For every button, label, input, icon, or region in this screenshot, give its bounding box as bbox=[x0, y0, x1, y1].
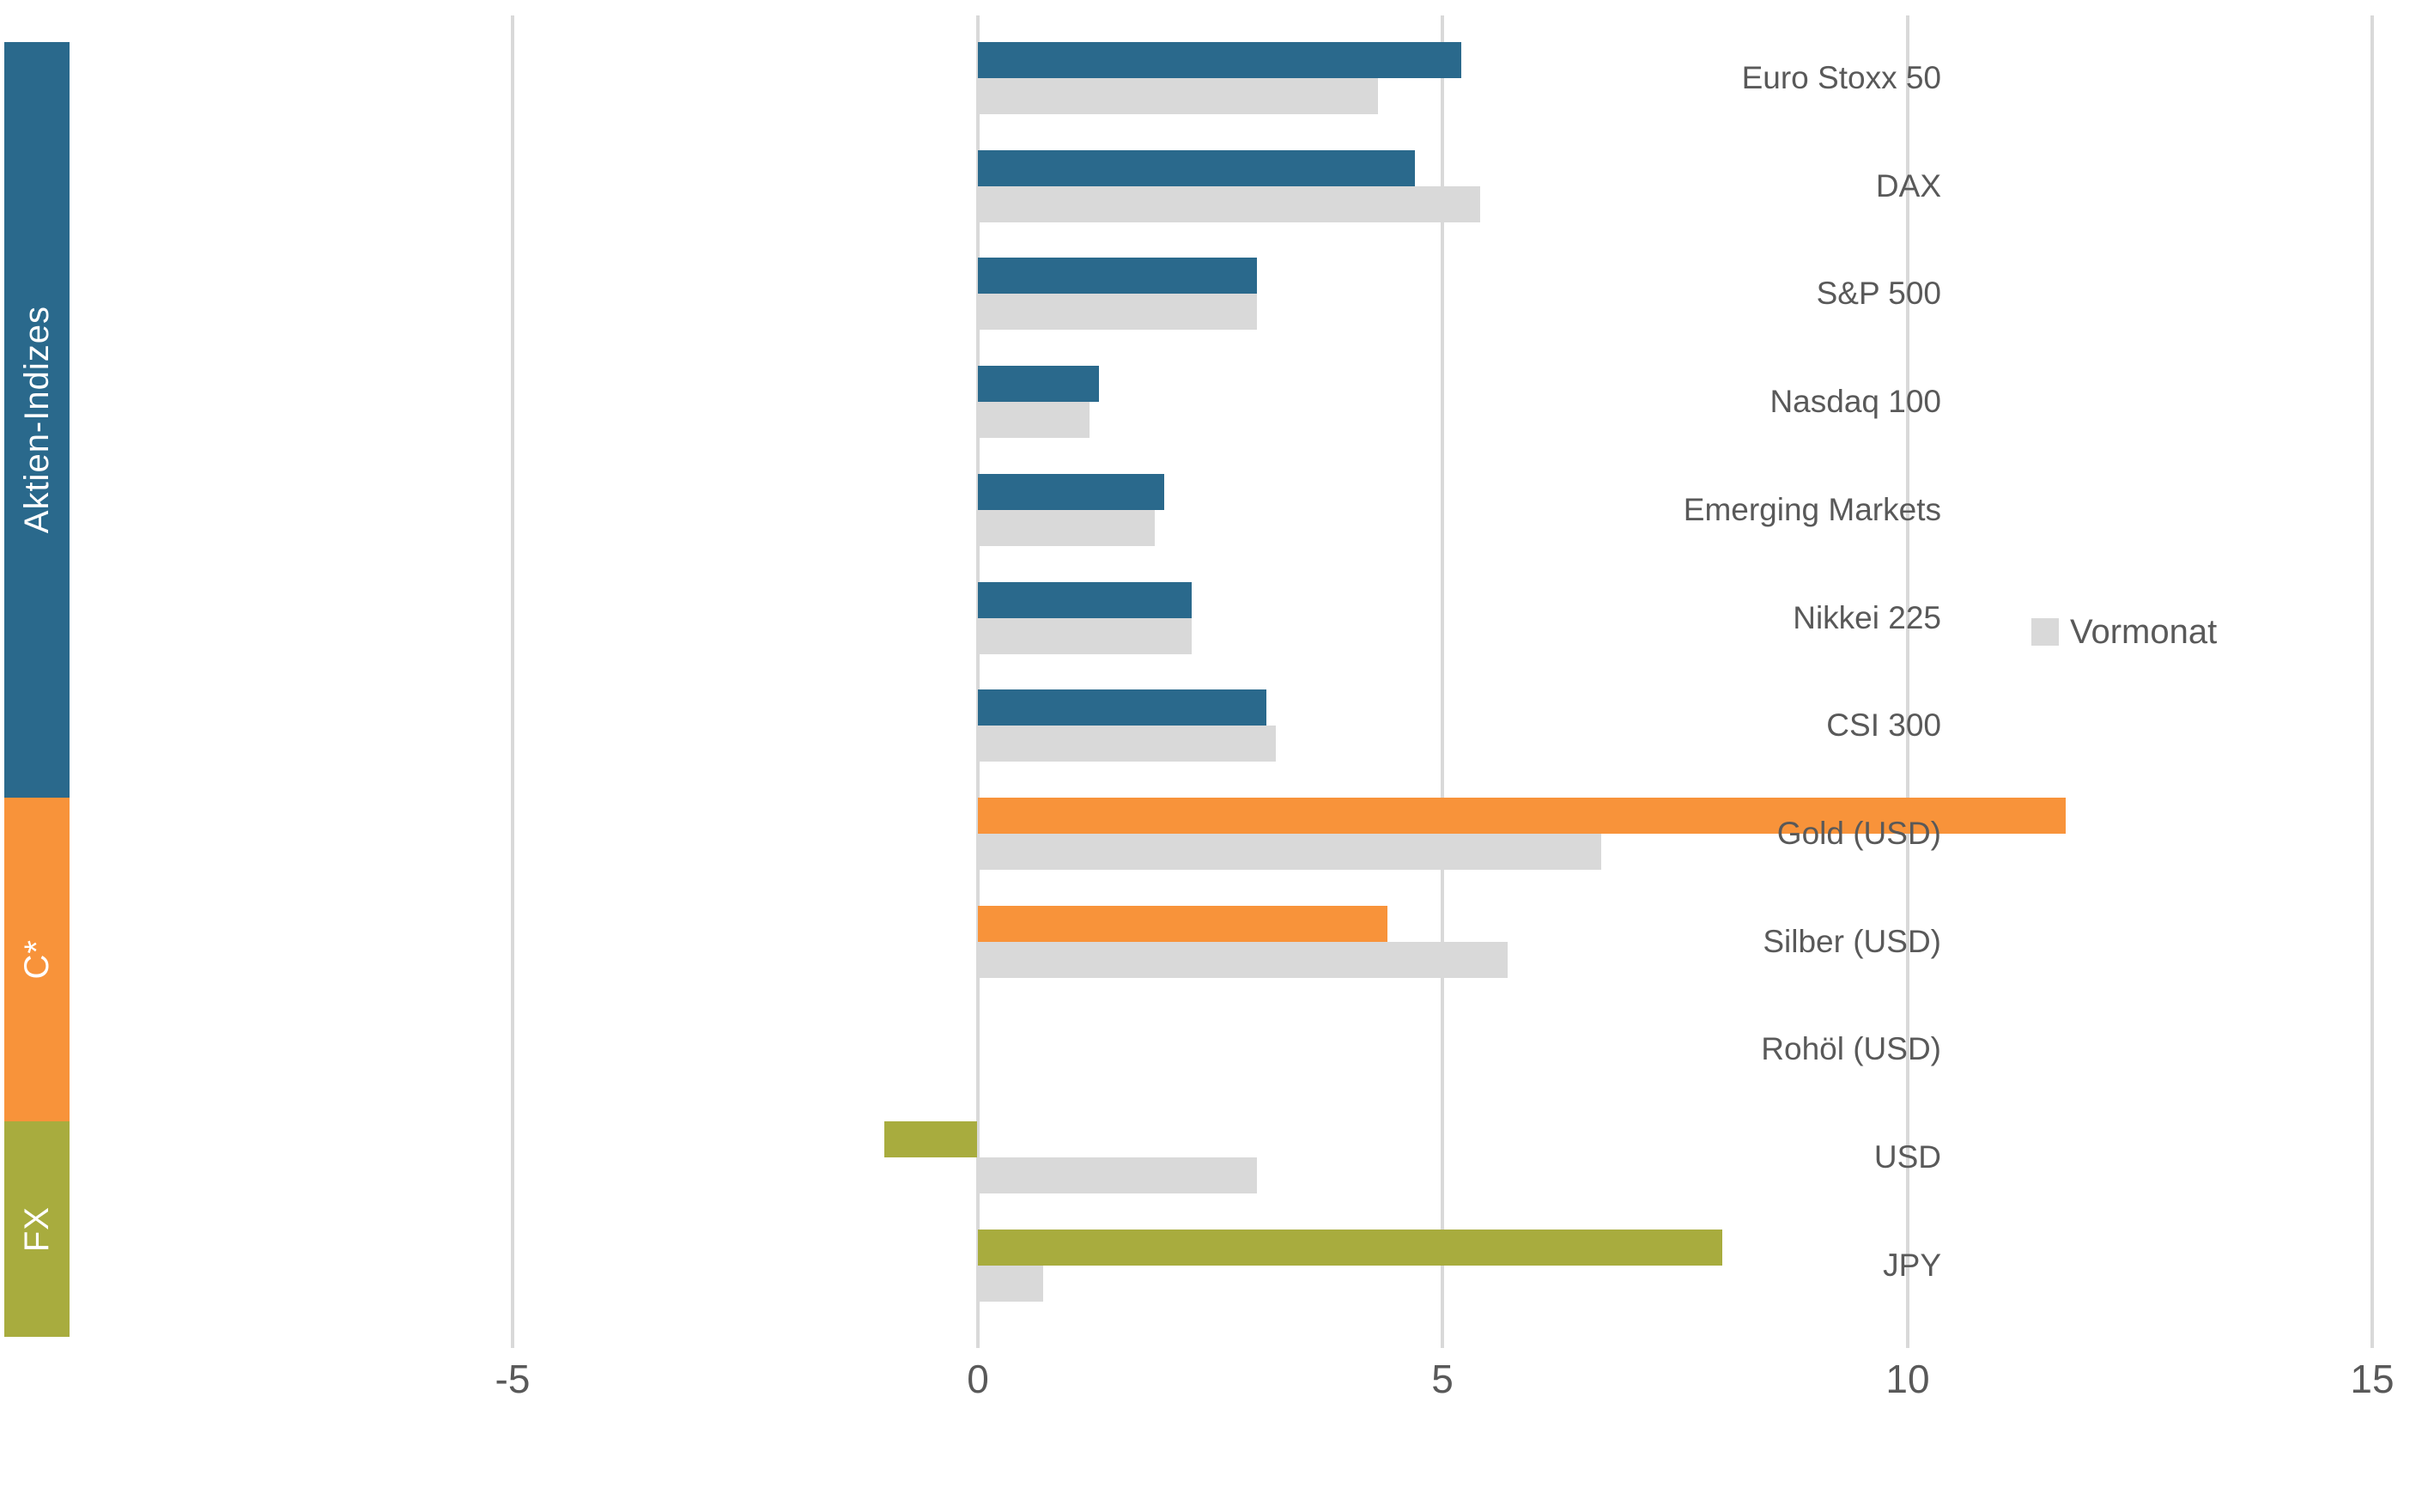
gridline-10 bbox=[1906, 15, 1909, 1348]
bar-vormonat-s-p-500 bbox=[978, 294, 1257, 330]
bar-vormonat-gold-usd bbox=[978, 834, 1601, 870]
category-label-silber-usd: Silber (USD) bbox=[1763, 924, 1941, 959]
bar-vormonat-nasdaq-100 bbox=[978, 402, 1090, 438]
group-band-aktien-indizes: Aktien-Indizes bbox=[4, 42, 70, 798]
bar-vormonat-silber-usd bbox=[978, 942, 1508, 978]
bar-current-jpy bbox=[978, 1230, 1722, 1266]
category-label-jpy: JPY bbox=[1883, 1248, 1941, 1283]
legend-label-vormonat: Vormonat bbox=[2070, 613, 2218, 651]
group-band-label-c: C* bbox=[17, 939, 56, 980]
gridline-5 bbox=[1441, 15, 1444, 1348]
group-band-label-aktien-indizes: Aktien-Indizes bbox=[17, 306, 56, 534]
bar-vormonat-usd bbox=[978, 1157, 1257, 1193]
gridline--5 bbox=[511, 15, 514, 1348]
category-label-roh-l-usd: Rohöl (USD) bbox=[1761, 1031, 1941, 1066]
bar-current-csi-300 bbox=[978, 689, 1266, 726]
group-band-fx: FX bbox=[4, 1121, 70, 1337]
category-label-gold-usd: Gold (USD) bbox=[1776, 816, 1941, 851]
bar-vormonat-dax bbox=[978, 186, 1480, 222]
bar-vormonat-csi-300 bbox=[978, 726, 1276, 762]
bar-vormonat-jpy bbox=[978, 1266, 1043, 1302]
bar-current-euro-stoxx-50 bbox=[978, 42, 1461, 78]
gridline-0 bbox=[976, 15, 980, 1348]
bar-vormonat-nikkei-225 bbox=[978, 618, 1192, 654]
category-label-nasdaq-100: Nasdaq 100 bbox=[1769, 384, 1941, 419]
bar-current-emerging-markets bbox=[978, 474, 1164, 510]
bar-current-usd bbox=[884, 1121, 977, 1157]
bar-vormonat-euro-stoxx-50 bbox=[978, 78, 1378, 114]
x-tick-label-15: 15 bbox=[2350, 1357, 2395, 1401]
bar-current-gold-usd bbox=[978, 798, 2066, 834]
category-label-csi-300: CSI 300 bbox=[1826, 707, 1941, 743]
category-label-emerging-markets: Emerging Markets bbox=[1683, 492, 1941, 527]
x-tick-label-5: 5 bbox=[1431, 1357, 1454, 1401]
x-tick-label--5: -5 bbox=[495, 1357, 531, 1401]
x-tick-label-10: 10 bbox=[1885, 1357, 1930, 1401]
gridline-15 bbox=[2370, 15, 2374, 1348]
category-label-usd: USD bbox=[1873, 1139, 1941, 1175]
category-label-nikkei-225: Nikkei 225 bbox=[1793, 600, 1941, 635]
category-label-euro-stoxx-50: Euro Stoxx 50 bbox=[1741, 60, 1941, 95]
category-label-dax: DAX bbox=[1875, 168, 1941, 203]
x-tick-label-0: 0 bbox=[967, 1357, 989, 1401]
bar-vormonat-emerging-markets bbox=[978, 510, 1155, 546]
category-label-s-p-500: S&P 500 bbox=[1816, 276, 1941, 311]
group-band-c: C* bbox=[4, 798, 70, 1121]
group-band-label-fx: FX bbox=[17, 1205, 56, 1253]
bar-current-s-p-500 bbox=[978, 258, 1257, 294]
legend: Vormonat bbox=[2031, 611, 2217, 653]
legend-swatch-vormonat bbox=[2031, 618, 2059, 646]
bar-current-dax bbox=[978, 150, 1415, 186]
bar-current-nasdaq-100 bbox=[978, 366, 1099, 402]
bar-current-silber-usd bbox=[978, 906, 1387, 942]
bar-current-nikkei-225 bbox=[978, 582, 1192, 618]
